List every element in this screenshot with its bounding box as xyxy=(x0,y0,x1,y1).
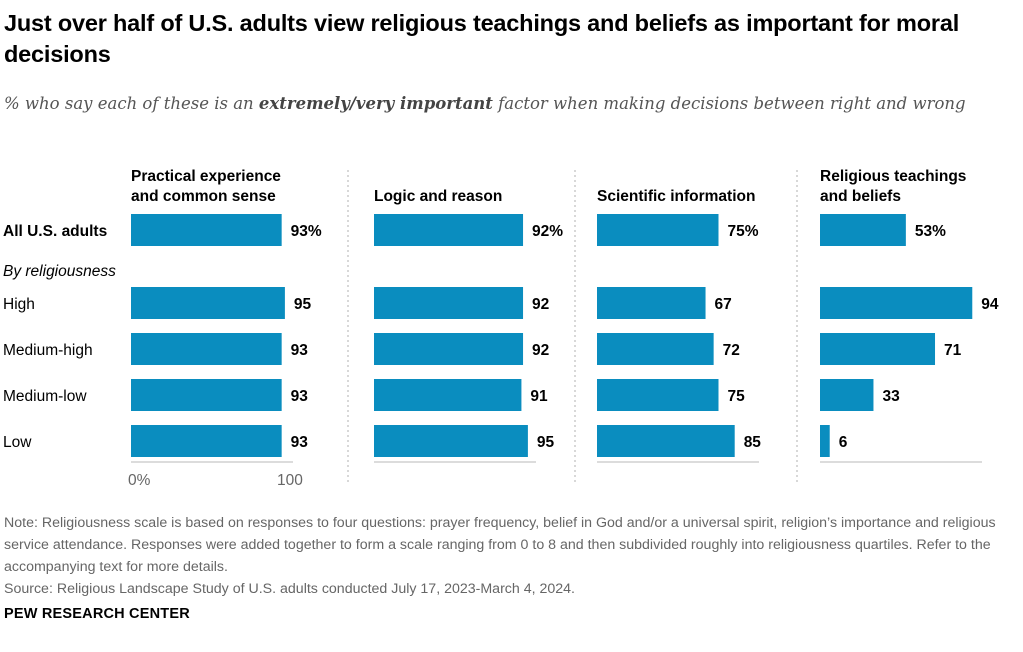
bar-4-1 xyxy=(820,214,906,246)
data-label-3-4: 75 xyxy=(728,388,746,405)
bar-2-1 xyxy=(374,214,524,246)
data-label-3-5: 85 xyxy=(744,434,762,451)
data-label-4-5: 6 xyxy=(839,434,848,451)
category-label-medium-low: Medium-low xyxy=(3,388,87,405)
bar-3-5 xyxy=(597,425,735,457)
category-label-medium-high: Medium-high xyxy=(3,342,93,359)
data-label-2-4: 91 xyxy=(530,388,548,405)
bar-1-1 xyxy=(131,214,282,246)
group-label: By religiousness xyxy=(3,263,116,280)
bar-4-3 xyxy=(820,333,936,365)
subtitle-part-3: factor when making decisions between rig… xyxy=(492,94,966,113)
data-label-1-2: 95 xyxy=(294,296,312,313)
data-label-1-3: 93 xyxy=(291,342,309,359)
data-label-1-4: 93 xyxy=(291,388,309,405)
note-text: Note: Religiousness scale is based on re… xyxy=(4,515,996,575)
category-label-low: Low xyxy=(3,434,32,451)
source-text: Source: Religious Landscape Study of U.S… xyxy=(4,581,575,597)
data-label-2-3: 92 xyxy=(532,342,549,359)
data-label-4-4: 33 xyxy=(882,388,900,405)
series-title-1: and common sense xyxy=(131,188,276,205)
data-label-1-1: 93% xyxy=(291,223,322,240)
data-label-2-2: 92 xyxy=(532,296,549,313)
bar-4-4 xyxy=(820,379,874,411)
bar-4-5 xyxy=(820,425,830,457)
bar-4-2 xyxy=(820,287,973,319)
data-label-2-5: 95 xyxy=(537,434,555,451)
bar-3-3 xyxy=(597,333,714,365)
series-title-2: Logic and reason xyxy=(374,188,502,205)
series-title-4: Religious teachings xyxy=(820,168,966,185)
data-label-4-3: 71 xyxy=(944,342,962,359)
brand-logo: PEW RESEARCH CENTER xyxy=(4,606,190,622)
axis-tick-label-min: 0% xyxy=(128,472,151,489)
series-title-1: Practical experience xyxy=(131,168,281,185)
chart-subtitle: % who say each of these is an extremely/… xyxy=(4,94,966,113)
category-label-all-u-s-adults: All U.S. adults xyxy=(3,223,107,240)
data-label-4-1: 53% xyxy=(915,223,946,240)
bar-1-3 xyxy=(131,333,282,365)
series-title-4: and beliefs xyxy=(820,188,901,205)
data-label-3-1: 75% xyxy=(728,223,759,240)
chart-note: Note: Religiousness scale is based on re… xyxy=(4,512,1004,600)
bar-1-2 xyxy=(131,287,285,319)
bar-1-4 xyxy=(131,379,282,411)
bar-2-4 xyxy=(374,379,522,411)
data-label-2-1: 92% xyxy=(532,223,563,240)
bar-chart: All U.S. adults High Medium-high Medium-low… xyxy=(3,168,999,489)
bar-3-4 xyxy=(597,379,719,411)
data-label-4-2: 94 xyxy=(981,296,999,313)
chart-title: Just over half of U.S. adults view relig… xyxy=(4,10,960,67)
series-title-3: Scientific information xyxy=(597,188,755,205)
data-label-3-2: 67 xyxy=(715,296,732,313)
category-label-high: High xyxy=(3,296,35,313)
bar-2-3 xyxy=(374,333,524,365)
bar-3-2 xyxy=(597,287,706,319)
data-label-3-3: 72 xyxy=(723,342,740,359)
subtitle-part-1: % who say each of these is an xyxy=(4,94,259,113)
bar-3-1 xyxy=(597,214,719,246)
bar-2-5 xyxy=(374,425,528,457)
subtitle-emphasis: extremely/very important xyxy=(258,94,493,113)
bar-1-5 xyxy=(131,425,282,457)
axis-tick-label-max: 100 xyxy=(277,472,303,489)
data-label-1-5: 93 xyxy=(291,434,309,451)
bar-2-2 xyxy=(374,287,524,319)
